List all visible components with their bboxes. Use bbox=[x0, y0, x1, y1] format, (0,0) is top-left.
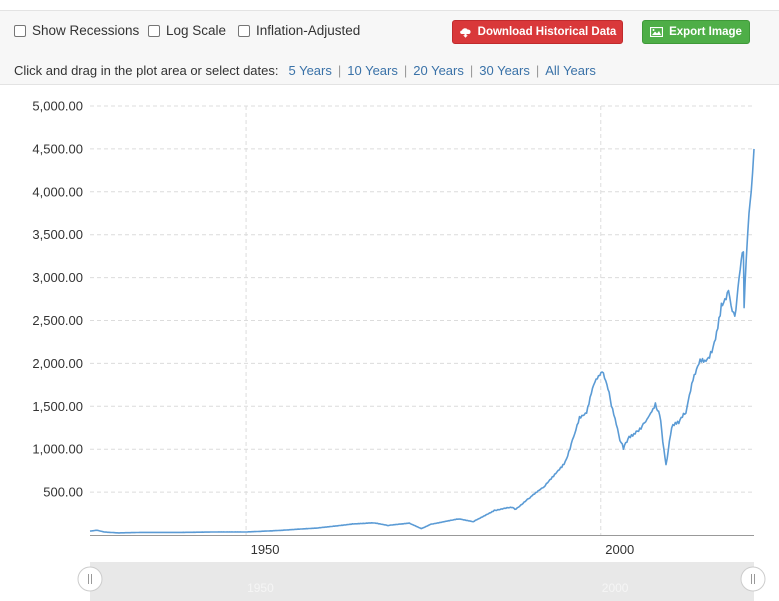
checkbox-box[interactable] bbox=[148, 24, 160, 37]
log-scale-label: Log Scale bbox=[166, 23, 227, 38]
range-20-years-link[interactable]: 20 Years bbox=[413, 63, 464, 78]
navigator-tick-label: 2000 bbox=[602, 581, 629, 595]
x-tick-label: 2000 bbox=[605, 542, 634, 557]
x-tick-label: 1950 bbox=[251, 542, 280, 557]
inflation-adjusted-checkbox[interactable]: Inflation-Adjusted bbox=[238, 23, 360, 38]
range-separator: | bbox=[337, 63, 342, 78]
y-tick-label: 1,000.00 bbox=[32, 442, 83, 457]
show-recessions-checkbox[interactable]: Show Recessions bbox=[14, 23, 139, 38]
show-recessions-label: Show Recessions bbox=[32, 23, 140, 38]
download-historical-data-button[interactable]: Download Historical Data bbox=[452, 20, 623, 44]
y-tick-label: 2,500.00 bbox=[32, 313, 83, 328]
range-separator: | bbox=[469, 63, 474, 78]
chart-toolbar: Show Recessions Log Scale Inflation-Adju… bbox=[0, 10, 779, 85]
range-separator: | bbox=[403, 63, 408, 78]
export-label: Export Image bbox=[669, 26, 742, 38]
range-all-years-link[interactable]: All Years bbox=[545, 63, 596, 78]
chart-series bbox=[89, 148, 755, 534]
y-tick-label: 4,000.00 bbox=[32, 184, 83, 199]
range-30-years-link[interactable]: 30 Years bbox=[479, 63, 530, 78]
navigator-handle[interactable] bbox=[77, 566, 103, 592]
y-tick-label: 3,500.00 bbox=[32, 227, 83, 242]
image-icon bbox=[650, 27, 664, 37]
range-separator: | bbox=[535, 63, 540, 78]
y-tick-label: 5,000.00 bbox=[32, 99, 83, 114]
range-10-years-link[interactable]: 10 Years bbox=[347, 63, 398, 78]
range-navigator[interactable]: 1950 2000 bbox=[77, 562, 766, 601]
cloud-download-icon bbox=[459, 27, 471, 38]
y-tick-label: 1,500.00 bbox=[32, 399, 83, 414]
navigator-mask bbox=[90, 562, 754, 601]
range-5-years-link[interactable]: 5 Years bbox=[288, 63, 332, 78]
y-tick-label: 3,000.00 bbox=[32, 270, 83, 285]
navigator-tick-label: 1950 bbox=[247, 581, 274, 595]
chart-grid bbox=[90, 105, 754, 535]
y-tick-label: 500.00 bbox=[43, 485, 83, 500]
series-line bbox=[89, 148, 755, 534]
navigator-handle[interactable] bbox=[740, 566, 766, 592]
export-image-button[interactable]: Export Image bbox=[642, 20, 750, 44]
date-range-prompt: Click and drag in the plot area or selec… bbox=[14, 63, 279, 78]
inflation-adjusted-label: Inflation-Adjusted bbox=[256, 23, 361, 38]
download-label: Download Historical Data bbox=[477, 26, 617, 38]
y-axis: 500.00 1,000.00 1,500.00 2,000.00 2,500.00 3,… bbox=[32, 99, 83, 500]
log-scale-checkbox[interactable]: Log Scale bbox=[148, 23, 226, 38]
checkbox-box[interactable] bbox=[238, 24, 250, 37]
x-axis: 1950 2000 bbox=[90, 535, 754, 557]
checkbox-box[interactable] bbox=[14, 24, 26, 37]
y-tick-label: 4,500.00 bbox=[32, 141, 83, 156]
y-tick-label: 2,000.00 bbox=[32, 356, 83, 371]
date-range-selector: Click and drag in the plot area or selec… bbox=[14, 63, 596, 78]
